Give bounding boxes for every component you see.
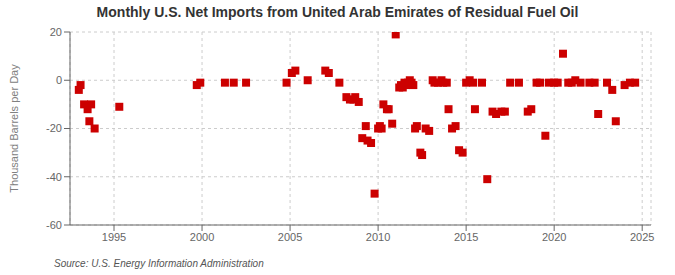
html-text:Source: U.S. Energy Informatio: Source: U.S. Energy Information Administ… [54,258,264,269]
svg-text:-20: -20 [46,122,62,134]
svg-text:20: 20 [50,26,62,38]
svg-text:1995: 1995 [102,231,126,243]
svg-text:0: 0 [56,74,62,86]
svg-text:2005: 2005 [278,231,302,243]
html-text:Monthly U.S. Net Imports from: Monthly U.S. Net Imports from United Ara… [96,4,579,20]
svg-text:2010: 2010 [366,231,390,243]
svg-text:-40: -40 [46,171,62,183]
svg-text:2000: 2000 [190,231,214,243]
svg-text:-60: -60 [46,219,62,231]
svg-text:2020: 2020 [542,231,566,243]
svg-text:Thousand Barrels per Day: Thousand Barrels per Day [8,64,20,193]
svg-text:2025: 2025 [630,231,654,243]
svg-text:2015: 2015 [454,231,478,243]
